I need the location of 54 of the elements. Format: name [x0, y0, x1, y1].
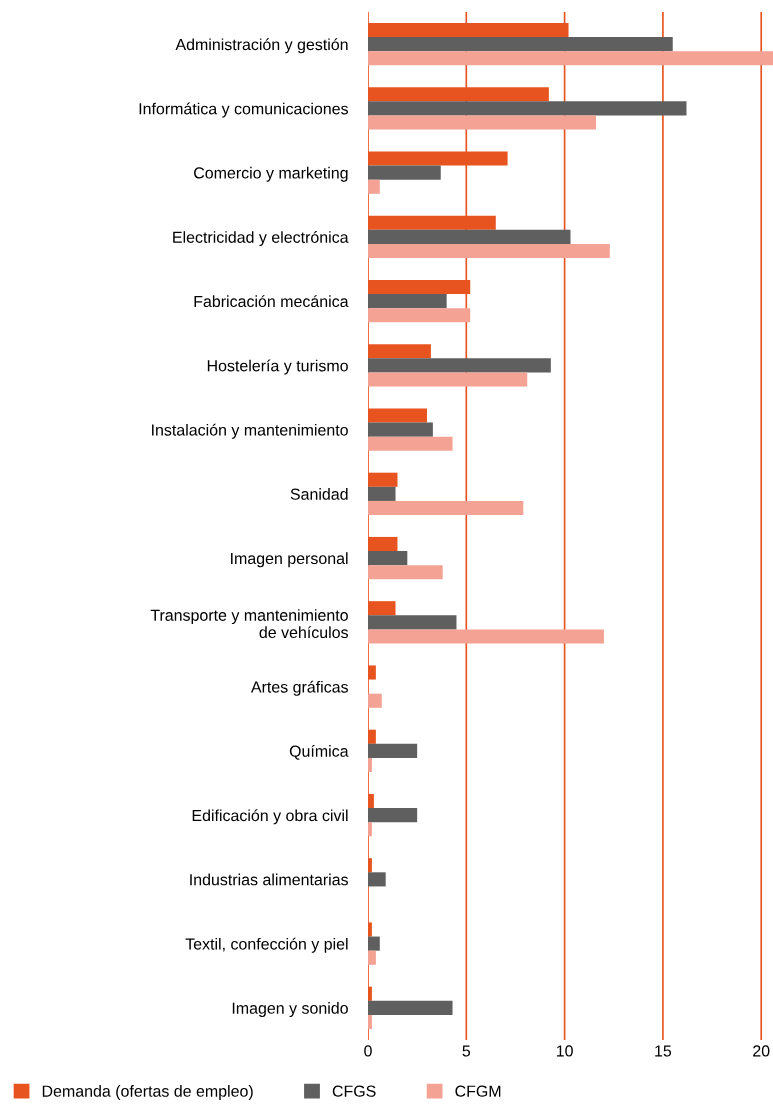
- bar: [368, 294, 447, 309]
- bar: [368, 822, 372, 837]
- bar: [368, 629, 604, 644]
- y-tick-label: Industrias alimentarias: [190, 873, 348, 886]
- bar: [368, 950, 376, 965]
- bar: [368, 551, 408, 566]
- y-tick-label: Química: [289, 744, 349, 760]
- bar: [368, 179, 380, 194]
- x-tick-label: 15: [655, 1045, 672, 1057]
- bar: [368, 243, 610, 259]
- bar: [368, 693, 382, 708]
- bar: [368, 757, 372, 773]
- bar: [368, 486, 396, 501]
- x-tick-label: 20: [753, 1045, 770, 1057]
- bar: [368, 565, 443, 580]
- y-tick-label: Comercio y marketing: [194, 166, 348, 182]
- bar: [368, 936, 380, 951]
- bar: [368, 743, 418, 758]
- y-tick-label: Sanidad: [290, 488, 348, 500]
- bar: [368, 165, 441, 180]
- x-tick-label: 5: [462, 1045, 471, 1057]
- bar: [368, 436, 453, 451]
- y-tick-label: Hostelería y turismo: [207, 359, 348, 375]
- y-tick-label: Electricidad y electrónica: [173, 230, 349, 247]
- y-tick-label: Artes gráficas: [250, 680, 348, 696]
- legend-label: Demanda (ofertas de empleo): [42, 1085, 253, 1100]
- bar: [368, 615, 457, 630]
- bar: [368, 51, 773, 66]
- bar: [368, 229, 571, 244]
- bar: [368, 358, 551, 373]
- x-tick-label: 10: [556, 1045, 573, 1057]
- bar: [368, 37, 673, 52]
- y-tick-label: Edificación y obra civil: [192, 809, 348, 825]
- bar: [368, 372, 528, 387]
- bar: [368, 1014, 372, 1030]
- y-tick-label: Transporte y mantenimiento de vehículos: [150, 609, 348, 639]
- bar: [368, 115, 597, 130]
- y-tick-label: Instalación y mantenimiento: [152, 423, 348, 439]
- y-tick-label: Fabricación mecánica: [194, 295, 349, 308]
- bar: [368, 1000, 453, 1015]
- x-tick-label: 0: [364, 1045, 372, 1057]
- bar: [368, 101, 687, 116]
- bar: [368, 500, 524, 516]
- bar: [368, 872, 386, 887]
- y-tick-label: Imagen y sonido: [232, 1002, 348, 1017]
- legend-label: CFGS: [332, 1085, 376, 1097]
- legend-label: CFGM: [455, 1085, 501, 1097]
- bar: [368, 308, 471, 323]
- bar: [368, 422, 433, 437]
- y-tick-label: Textil, confección y piel: [185, 937, 348, 953]
- y-tick-label: Informática y comunicaciones: [139, 102, 348, 118]
- bar: [368, 808, 418, 823]
- y-tick-label: Administración y gestión: [175, 38, 348, 54]
- y-tick-label: Imagen personal: [231, 552, 348, 568]
